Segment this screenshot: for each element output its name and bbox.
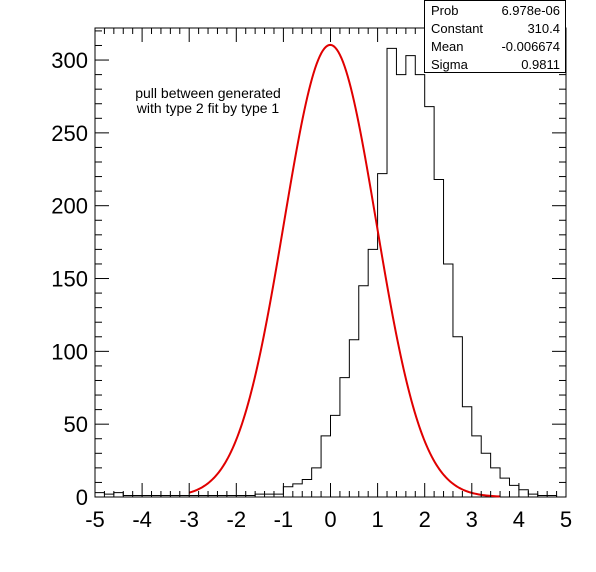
- gaussian-fit-curve: [188, 43, 501, 498]
- histogram-bin: [114, 493, 123, 497]
- histogram-bin: [340, 378, 349, 497]
- x-tick-label: -5: [85, 507, 105, 532]
- histogram-bin: [453, 337, 462, 497]
- stats-value: 0.9811: [521, 57, 560, 72]
- histogram-bin: [406, 56, 415, 497]
- histogram-bin: [396, 75, 405, 497]
- x-tick-label: 1: [371, 507, 383, 532]
- stats-key: Mean: [431, 39, 464, 54]
- y-tick-label: 200: [51, 194, 88, 219]
- x-tick-label: 3: [466, 507, 478, 532]
- x-tick-label: 5: [560, 507, 572, 532]
- stats-row-mean: Mean -0.006674: [431, 38, 560, 55]
- annotation-line-2: with type 2 fit by type 1: [136, 100, 280, 116]
- histogram-bin: [387, 48, 396, 497]
- y-tick-label: 50: [64, 412, 88, 437]
- histogram-bin: [425, 107, 434, 497]
- histogram-bin: [312, 468, 321, 497]
- stats-key: Constant: [431, 21, 484, 36]
- y-tick-label: 0: [76, 485, 88, 510]
- histogram-bin: [359, 286, 368, 497]
- stats-key: Sigma: [431, 57, 468, 72]
- histogram-bin: [500, 478, 509, 497]
- histogram-bin: [444, 264, 453, 497]
- histogram-bin: [321, 436, 330, 497]
- histogram-bin: [378, 174, 387, 497]
- x-tick-label: -1: [274, 507, 294, 532]
- histogram-bin: [509, 485, 518, 497]
- stats-value: 310.4: [527, 21, 560, 36]
- stats-key: Prob: [431, 3, 459, 18]
- x-tick-label: 0: [324, 507, 336, 532]
- x-tick-label: 2: [419, 507, 431, 532]
- histogram-bin: [368, 249, 377, 497]
- y-tick-label: 100: [51, 339, 88, 364]
- stats-box: Prob 6.978e-06 Constant 310.4 Mean -0.00…: [424, 0, 566, 73]
- stats-row-prob: Prob 6.978e-06: [431, 2, 560, 19]
- x-tick-label: -3: [179, 507, 199, 532]
- histogram-bin: [302, 480, 311, 497]
- histogram-bin: [491, 468, 500, 497]
- x-tick-label: 4: [513, 507, 525, 532]
- stats-row-constant: Constant 310.4: [431, 20, 560, 37]
- x-tick-label: -4: [132, 507, 152, 532]
- histogram-bin: [293, 484, 302, 497]
- stats-row-sigma: Sigma 0.9811: [431, 56, 560, 73]
- histogram-bin: [283, 487, 292, 497]
- stats-value: -0.006674: [501, 39, 560, 54]
- y-tick-label: 250: [51, 121, 88, 146]
- histogram-bin: [331, 415, 340, 497]
- histogram-bin: [349, 340, 358, 497]
- histogram-bin: [462, 407, 471, 497]
- histogram-bin: [481, 453, 490, 497]
- histogram-bin: [519, 490, 528, 497]
- x-tick-label: -2: [227, 507, 247, 532]
- histogram-bin: [472, 436, 481, 497]
- histogram-bin: [95, 493, 104, 497]
- stats-value: 6.978e-06: [501, 3, 560, 18]
- y-tick-label: 150: [51, 267, 88, 292]
- histogram-bin: [415, 75, 424, 497]
- histogram-bin: [434, 179, 443, 497]
- annotation-line-1: pull between generated: [135, 85, 281, 101]
- y-tick-label: 300: [51, 48, 88, 73]
